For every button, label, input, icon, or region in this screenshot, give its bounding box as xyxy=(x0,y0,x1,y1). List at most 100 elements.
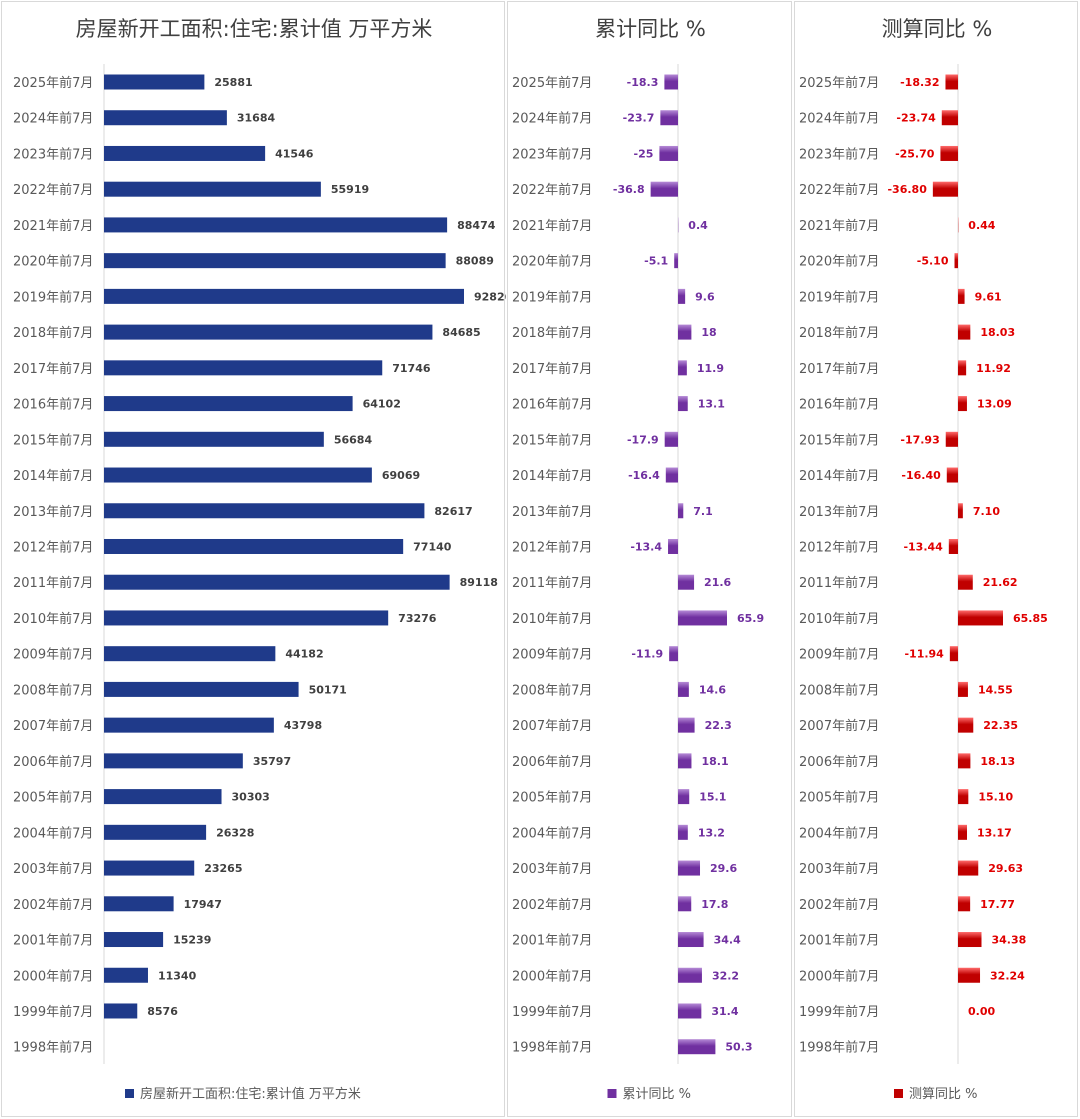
bar xyxy=(104,860,195,876)
category-label: 2002年前7月 xyxy=(799,897,879,913)
category-label: 2005年前7月 xyxy=(13,790,93,806)
data-label: 43798 xyxy=(284,719,322,732)
data-label: -13.4 xyxy=(630,540,662,553)
bar xyxy=(104,74,205,90)
data-label: -17.93 xyxy=(900,433,939,446)
category-label: 2002年前7月 xyxy=(512,897,592,913)
category-label: 2022年前7月 xyxy=(512,182,592,198)
bar xyxy=(104,824,207,840)
bar xyxy=(104,253,446,269)
bar xyxy=(958,896,971,912)
data-label: 89118 xyxy=(460,576,498,589)
category-label: 2012年前7月 xyxy=(13,539,93,555)
bar xyxy=(104,610,389,626)
data-label: 8576 xyxy=(147,1005,178,1018)
bar xyxy=(946,467,958,483)
bar xyxy=(104,896,174,912)
data-label: -17.9 xyxy=(627,433,659,446)
bar xyxy=(678,824,688,840)
bar xyxy=(678,574,695,590)
chart-panel-cumulative-yoy: 累计同比 % 2025年前7月 -18.3 2024年前7月 -23.7 2023年前7月… xyxy=(507,1,792,1117)
data-label: 21.6 xyxy=(704,576,731,589)
category-label: 2003年前7月 xyxy=(512,861,592,877)
category-label: 2006年前7月 xyxy=(799,754,879,770)
data-label: 35797 xyxy=(253,755,291,768)
bar xyxy=(104,181,321,197)
data-label: 65.85 xyxy=(1013,612,1048,625)
bar xyxy=(104,396,353,412)
category-label: 2001年前7月 xyxy=(512,933,592,949)
bar xyxy=(958,681,968,697)
category-label: 2004年前7月 xyxy=(799,825,879,841)
category-label: 2014年前7月 xyxy=(799,468,879,484)
category-label: 2005年前7月 xyxy=(799,790,879,806)
data-label: 88089 xyxy=(456,255,494,268)
data-label: -25.70 xyxy=(895,147,935,160)
category-label: 2013年前7月 xyxy=(799,504,879,520)
bar xyxy=(104,646,276,662)
category-label: 2015年前7月 xyxy=(512,432,592,448)
bar xyxy=(958,574,973,590)
data-label: 77140 xyxy=(413,540,452,553)
bar xyxy=(949,646,958,662)
category-label: 2006年前7月 xyxy=(13,754,93,770)
category-label: 2017年前7月 xyxy=(799,361,879,377)
bar xyxy=(665,467,678,483)
chart-title: 测算同比 % xyxy=(882,17,993,41)
data-label: -13.44 xyxy=(903,540,943,553)
category-label: 2015年前7月 xyxy=(13,432,93,448)
bar xyxy=(678,932,704,948)
bar xyxy=(104,681,299,697)
category-label: 2022年前7月 xyxy=(13,182,93,198)
bar xyxy=(664,431,678,447)
data-label: 14.6 xyxy=(699,683,726,696)
bar xyxy=(940,145,958,161)
category-label: 2007年前7月 xyxy=(13,718,93,734)
category-label: 2000年前7月 xyxy=(13,968,93,984)
data-label: -18.32 xyxy=(900,76,939,89)
category-label: 2020年前7月 xyxy=(799,254,879,270)
category-label: 2018年前7月 xyxy=(512,325,592,341)
category-label: 2000年前7月 xyxy=(799,968,879,984)
bar xyxy=(958,360,967,376)
chart-title: 累计同比 % xyxy=(595,17,706,41)
data-label: 13.09 xyxy=(977,398,1012,411)
data-label: 17.77 xyxy=(980,898,1015,911)
chart-panel-new-starts: 房屋新开工面积:住宅:累计值 万平方米 2025年前7月 25881 2024年前7月… xyxy=(1,1,506,1117)
category-label: 2006年前7月 xyxy=(512,754,592,770)
category-label: 2022年前7月 xyxy=(799,182,879,198)
data-label: 69069 xyxy=(382,469,420,482)
bar xyxy=(104,538,404,554)
data-label: -5.10 xyxy=(917,255,949,268)
bar xyxy=(932,181,958,197)
category-label: 2011年前7月 xyxy=(13,575,93,591)
data-label: 7.10 xyxy=(973,505,1000,518)
legend-label: 房屋新开工面积:住宅:累计值 万平方米 xyxy=(140,1086,361,1102)
data-label: -18.3 xyxy=(627,76,659,89)
data-label: 17.8 xyxy=(701,898,728,911)
data-label: 30303 xyxy=(232,791,270,804)
data-label: 56684 xyxy=(334,433,373,446)
bar xyxy=(958,789,969,805)
legend-swatch xyxy=(125,1089,134,1098)
category-label: 2023年前7月 xyxy=(799,146,879,162)
category-label: 2018年前7月 xyxy=(799,325,879,341)
category-label: 2005年前7月 xyxy=(512,790,592,806)
data-label: 29.6 xyxy=(710,862,737,875)
bar xyxy=(104,967,148,983)
bar xyxy=(678,396,688,412)
data-label: 18.03 xyxy=(980,326,1015,339)
data-label: 25881 xyxy=(214,76,252,89)
legend-label: 测算同比 % xyxy=(909,1087,978,1102)
category-label: 2010年前7月 xyxy=(799,611,879,627)
data-label: 44182 xyxy=(285,648,323,661)
data-label: 0.00 xyxy=(968,1005,995,1018)
category-label: 2010年前7月 xyxy=(512,611,592,627)
category-label: 2009年前7月 xyxy=(13,647,93,663)
bar xyxy=(678,681,689,697)
category-label: 2021年前7月 xyxy=(799,218,879,234)
legend-label: 累计同比 % xyxy=(623,1087,692,1102)
chart-title: 房屋新开工面积:住宅:累计值 万平方米 xyxy=(76,17,433,41)
data-label: 11.92 xyxy=(976,362,1011,375)
bar xyxy=(958,288,965,304)
